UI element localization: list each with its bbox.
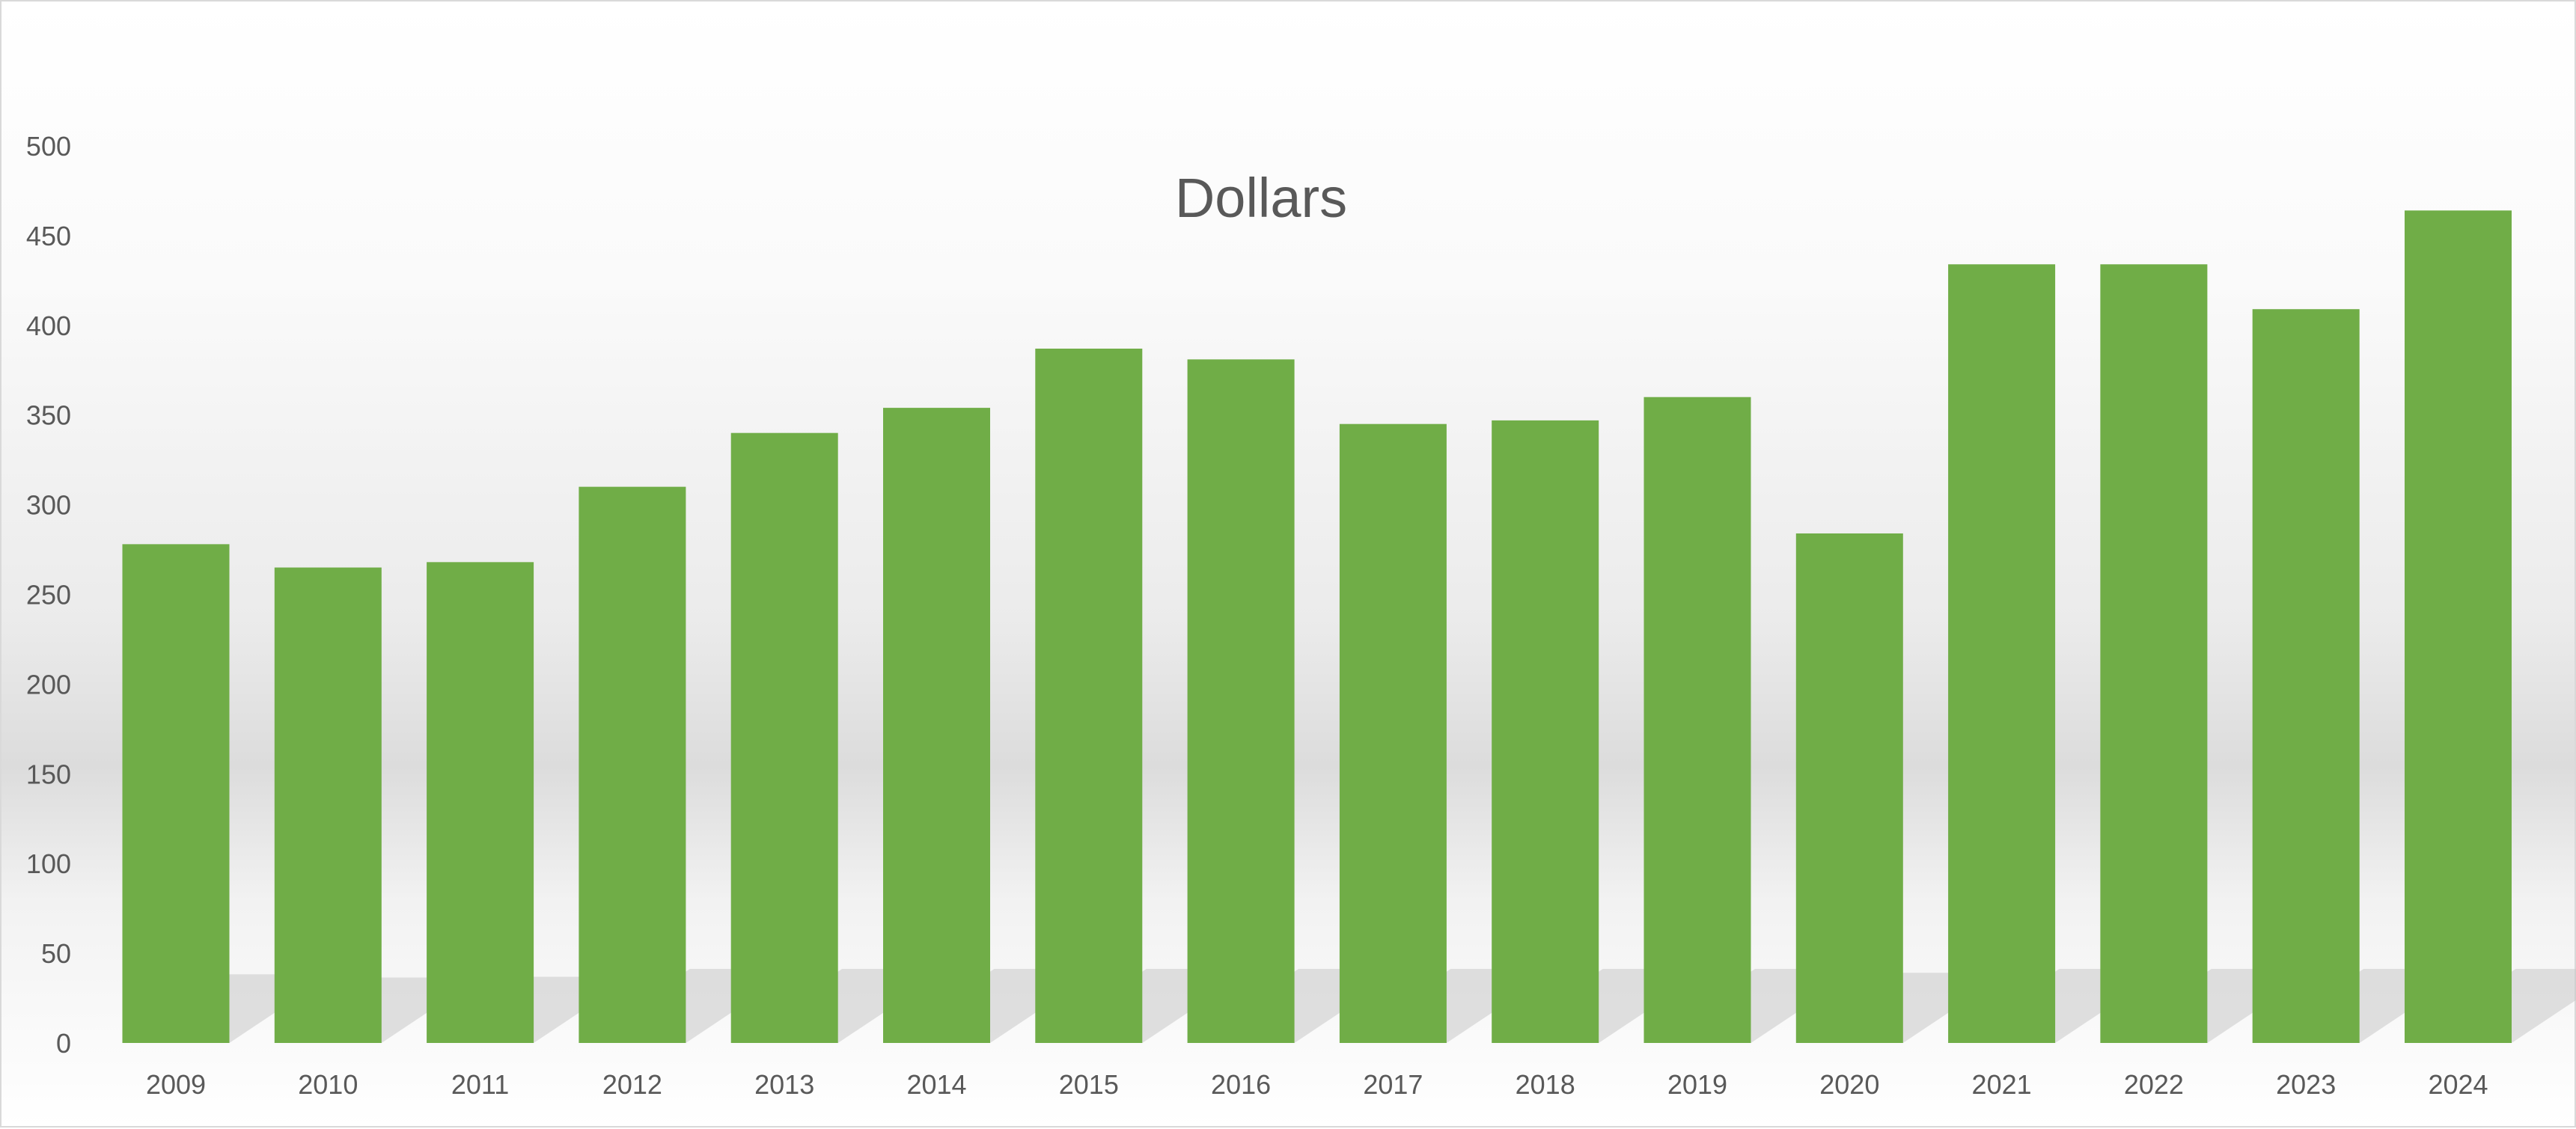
x-tick-label: 2011 bbox=[451, 1069, 509, 1100]
x-tick-label: 2014 bbox=[906, 1069, 966, 1100]
x-tick-label: 2009 bbox=[146, 1069, 206, 1100]
bar-2014 bbox=[883, 408, 990, 1043]
bar-2020 bbox=[1796, 533, 1903, 1043]
bar-2016 bbox=[1188, 359, 1295, 1043]
bar-2021 bbox=[1948, 264, 2055, 1043]
x-tick-label: 2021 bbox=[1972, 1069, 2032, 1100]
bar-2023 bbox=[2253, 309, 2360, 1043]
bar-2015 bbox=[1035, 349, 1142, 1043]
y-tick-label: 250 bbox=[26, 580, 71, 611]
x-tick-label: 2023 bbox=[2276, 1069, 2336, 1100]
x-tick-label: 2015 bbox=[1059, 1069, 1119, 1100]
y-tick-label: 0 bbox=[56, 1028, 71, 1059]
bar-2011 bbox=[427, 562, 534, 1043]
bar-2022 bbox=[2100, 264, 2207, 1043]
x-tick-label: 2024 bbox=[2428, 1069, 2488, 1100]
bar-2019 bbox=[1644, 397, 1751, 1043]
x-tick-label: 2010 bbox=[298, 1069, 358, 1100]
bar-2009 bbox=[123, 544, 230, 1043]
y-tick-label: 300 bbox=[26, 490, 71, 521]
y-tick-label: 350 bbox=[26, 400, 71, 431]
chart-title: Dollars bbox=[1175, 167, 1347, 229]
y-tick-label: 100 bbox=[26, 848, 71, 879]
x-tick-label: 2022 bbox=[2124, 1069, 2184, 1100]
x-tick-label: 2020 bbox=[1819, 1069, 1879, 1100]
bar-2017 bbox=[1340, 424, 1447, 1043]
x-tick-label: 2018 bbox=[1516, 1069, 1575, 1100]
y-tick-label: 50 bbox=[41, 938, 71, 969]
y-tick-label: 150 bbox=[26, 759, 71, 789]
y-tick-label: 400 bbox=[26, 310, 71, 341]
bar-2010 bbox=[275, 568, 382, 1043]
x-tick-label: 2019 bbox=[1667, 1069, 1727, 1100]
y-tick-label: 450 bbox=[26, 221, 71, 251]
bar-2013 bbox=[731, 433, 838, 1043]
x-tick-label: 2016 bbox=[1211, 1069, 1271, 1100]
x-axis-ticks: 2009 2010 2011 2012 2013 2014 2015 2016 2017 2018… bbox=[146, 1069, 2488, 1100]
y-tick-label: 500 bbox=[26, 131, 71, 162]
y-tick-label: 200 bbox=[26, 669, 71, 700]
bar-2018 bbox=[1492, 420, 1599, 1043]
y-axis-ticks: 0 50 100 150 200 250 300 350 400 450 500 bbox=[26, 131, 71, 1059]
x-tick-label: 2013 bbox=[754, 1069, 814, 1100]
bar-2012 bbox=[579, 487, 686, 1043]
bar-2024 bbox=[2405, 210, 2512, 1043]
bars bbox=[123, 210, 2512, 1043]
x-tick-label: 2017 bbox=[1363, 1069, 1423, 1100]
x-tick-label: 2012 bbox=[602, 1069, 662, 1100]
